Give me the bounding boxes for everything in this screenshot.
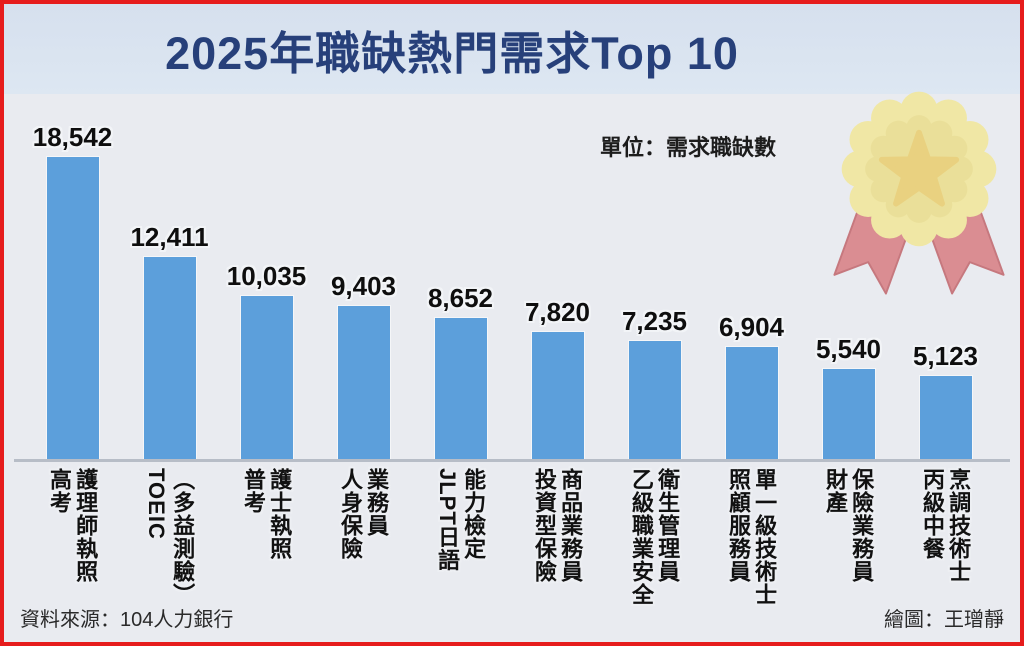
category-label: 乙級職業安全 衛生管理員 bbox=[606, 468, 703, 606]
bar-value-label: 10,035 bbox=[226, 261, 307, 291]
category-label-column: 保險業務員 bbox=[849, 468, 875, 583]
category-label-column: 財產 bbox=[823, 468, 848, 514]
category-label: 普考 護士執照 bbox=[218, 468, 315, 560]
bar bbox=[919, 376, 972, 459]
bar bbox=[434, 318, 487, 459]
bar-slot: 5,540 bbox=[800, 334, 897, 459]
bar-slot: 5,123 bbox=[897, 341, 994, 459]
x-axis-line bbox=[14, 459, 1010, 462]
category-label-column: 烹調技術士 bbox=[946, 468, 972, 583]
category-label-column: 普考 bbox=[241, 468, 266, 514]
bar-slot: 8,652 bbox=[412, 283, 509, 459]
bar-chart: 18,542 12,411 10,035 9,403 8,652 7,820 7… bbox=[12, 94, 1012, 459]
category-label-column: JLPT日語 bbox=[435, 468, 460, 572]
category-labels: 高考 護理師執照 TOEIC （多益測驗） 普考 護士執照 人身保險 業務員 JLPT日… bbox=[12, 468, 1012, 610]
bar-value-label: 5,540 bbox=[815, 334, 882, 364]
bar-value-label: 7,820 bbox=[524, 297, 591, 327]
bar-slot: 12,411 bbox=[121, 222, 218, 459]
bar-slot: 9,403 bbox=[315, 271, 412, 459]
category-label-column: （多益測驗） bbox=[170, 468, 196, 606]
category-label-column: 高考 bbox=[47, 468, 72, 514]
bar bbox=[240, 296, 293, 459]
category-label: JLPT日語 能力檢定 bbox=[412, 468, 509, 572]
bar bbox=[337, 306, 390, 459]
bar-slot: 10,035 bbox=[218, 261, 315, 459]
bar bbox=[143, 257, 196, 459]
category-label-column: 單一級技術士 bbox=[752, 468, 778, 606]
source-note: 資料來源：104人力銀行 bbox=[20, 609, 234, 631]
bar-slot: 18,542 bbox=[24, 122, 121, 459]
bar bbox=[725, 347, 778, 459]
category-label-column: 丙級中餐 bbox=[920, 468, 945, 560]
category-label: 照顧服務員 單一級技術士 bbox=[703, 468, 800, 606]
category-label: 人身保險 業務員 bbox=[315, 468, 412, 560]
category-label-column: 衛生管理員 bbox=[655, 468, 681, 583]
category-label-column: 護理師執照 bbox=[73, 468, 99, 583]
category-label-column: 乙級職業安全 bbox=[629, 468, 654, 606]
page-title: 2025年職缺熱門需求Top 10 bbox=[165, 27, 739, 79]
category-label: 高考 護理師執照 bbox=[24, 468, 121, 583]
bar-value-label: 8,652 bbox=[427, 283, 494, 313]
bar bbox=[628, 341, 681, 459]
category-label: 投資型保險 商品業務員 bbox=[509, 468, 606, 583]
bar-slot: 6,904 bbox=[703, 312, 800, 459]
bar-value-label: 18,542 bbox=[32, 122, 113, 152]
category-label-column: 人身保險 bbox=[338, 468, 363, 560]
category-label: 丙級中餐 烹調技術士 bbox=[897, 468, 994, 583]
bar-value-label: 5,123 bbox=[912, 341, 979, 371]
category-label-column: 照顧服務員 bbox=[726, 468, 751, 583]
category-label-column: 投資型保險 bbox=[532, 468, 557, 583]
award-rosette-ribbon-icon bbox=[833, 91, 1005, 295]
category-label-column: 商品業務員 bbox=[558, 468, 584, 583]
credit-note: 繪圖：王璔靜 bbox=[884, 609, 1004, 631]
bar-value-label: 12,411 bbox=[130, 222, 209, 252]
bar-slot: 7,235 bbox=[606, 306, 703, 459]
star-icon bbox=[878, 129, 960, 207]
bar bbox=[531, 332, 584, 459]
category-label-column: TOEIC bbox=[144, 468, 169, 540]
header-band: 2025年職缺熱門需求Top 10 bbox=[4, 4, 1020, 94]
bar-value-label: 9,403 bbox=[330, 271, 397, 301]
category-label: 財產 保險業務員 bbox=[800, 468, 897, 583]
category-label: TOEIC （多益測驗） bbox=[121, 468, 218, 606]
bar-value-label: 7,235 bbox=[621, 306, 688, 336]
category-label-column: 護士執照 bbox=[267, 468, 293, 560]
bar-value-label: 6,904 bbox=[718, 312, 785, 342]
category-label-column: 能力檢定 bbox=[461, 468, 487, 560]
unit-label: 單位：需求職缺數 bbox=[600, 135, 777, 160]
category-label-column: 業務員 bbox=[364, 468, 390, 537]
bar bbox=[46, 157, 99, 459]
bar-slot: 7,820 bbox=[509, 297, 606, 459]
bar bbox=[822, 369, 875, 459]
